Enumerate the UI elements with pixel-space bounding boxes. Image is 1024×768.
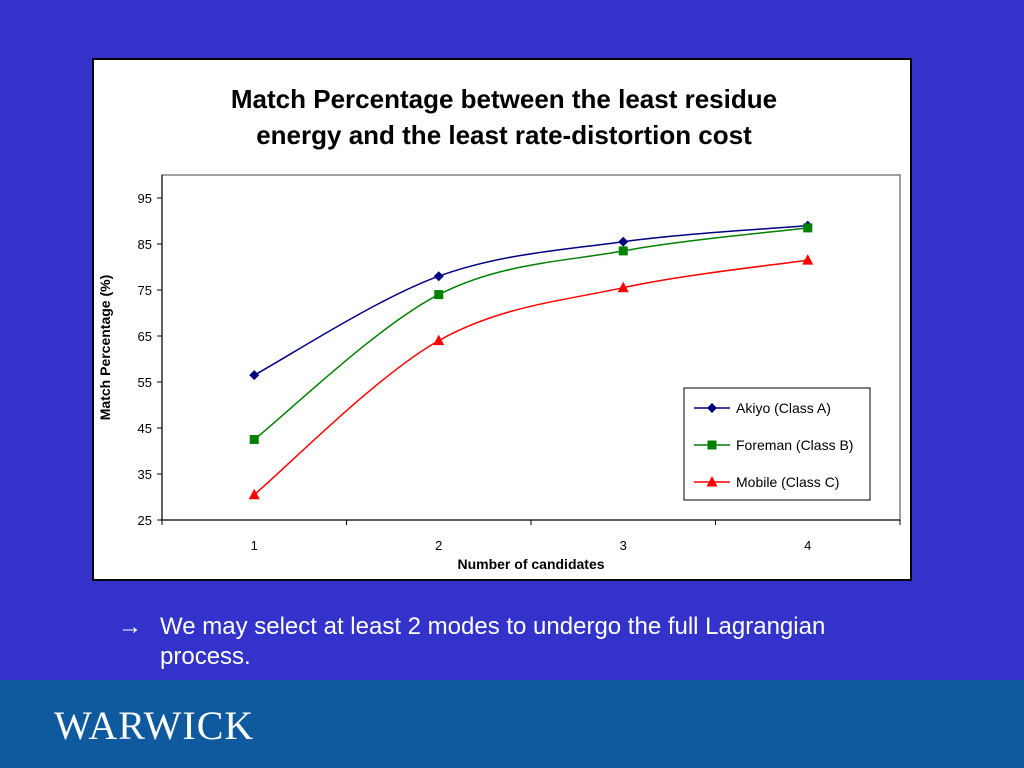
y-tick-label: 65 <box>138 329 152 344</box>
x-tick-label: 4 <box>804 538 811 553</box>
y-tick-label: 75 <box>138 283 152 298</box>
legend-marker <box>707 440 717 450</box>
chart-title-line: Match Percentage between the least resid… <box>231 84 777 114</box>
chart-title-line: energy and the least rate-distortion cos… <box>256 120 752 150</box>
data-point <box>249 435 259 444</box>
bullet-point: → We may select at least 2 modes to unde… <box>118 612 838 672</box>
data-point <box>617 281 629 293</box>
series-line-2 <box>253 227 808 441</box>
data-point <box>434 290 444 300</box>
data-point <box>433 271 444 282</box>
legend-label: Akiyo (Class A) <box>736 400 831 416</box>
data-point <box>618 236 629 247</box>
series-line-1 <box>253 224 808 376</box>
x-tick-label: 1 <box>251 538 258 553</box>
line-chart: Match Percentage between the least resid… <box>97 84 901 572</box>
legend-marker <box>707 403 717 413</box>
data-point <box>802 254 814 265</box>
footer-bar: WARWICK <box>0 680 1024 768</box>
x-axis-label: Number of candidates <box>457 556 604 572</box>
legend-label: Foreman (Class B) <box>736 437 853 453</box>
arrow-icon: → <box>118 613 142 640</box>
data-point <box>249 370 260 381</box>
chart-panel: Match Percentage between the least resid… <box>92 58 912 581</box>
y-tick-label: 95 <box>138 191 152 206</box>
warwick-logo: WARWICK <box>54 703 255 748</box>
y-tick-label: 55 <box>138 375 152 390</box>
y-tick-label: 85 <box>138 237 152 252</box>
x-tick-label: 2 <box>435 538 442 553</box>
y-tick-label: 25 <box>138 513 152 528</box>
data-point <box>803 223 813 233</box>
data-point <box>433 334 445 346</box>
legend-marker <box>706 476 718 487</box>
y-tick-label: 45 <box>138 421 152 436</box>
series-line-3 <box>253 259 808 496</box>
data-point <box>618 246 628 256</box>
legend-label: Mobile (Class C) <box>736 474 839 490</box>
y-tick-label: 35 <box>138 467 152 482</box>
data-point <box>248 488 260 500</box>
x-tick-label: 3 <box>620 538 627 553</box>
bullet-text: We may select at least 2 modes to underg… <box>160 613 826 670</box>
y-axis-label: Match Percentage (%) <box>97 275 113 420</box>
